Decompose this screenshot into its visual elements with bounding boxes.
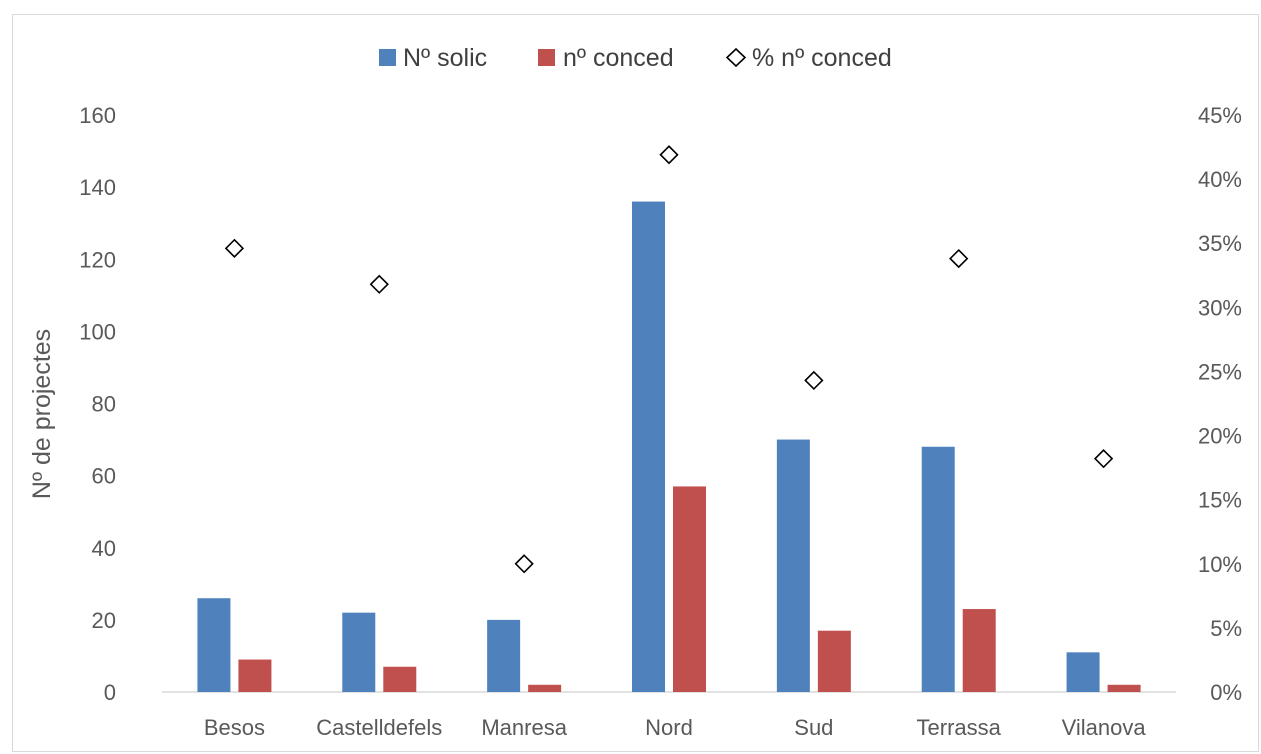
- bar-solic: [921, 446, 955, 692]
- bar-solic: [776, 439, 810, 692]
- y-tick-label: 120: [79, 247, 116, 272]
- x-tick-label: Castelldefels: [316, 715, 442, 740]
- bar-conced: [817, 630, 851, 692]
- y2-axis-ticks: 0% 5% 10% 15% 20% 25% 30% 35% 40% 45%: [1198, 103, 1242, 705]
- legend-swatch-conced: [538, 49, 555, 66]
- y-tick-label: 140: [79, 175, 116, 200]
- legend-marker-pct: [725, 47, 747, 68]
- y2-tick-label: 15%: [1198, 488, 1242, 513]
- y2-tick-label: 35%: [1198, 231, 1242, 256]
- legend-swatch-solic: [379, 49, 396, 66]
- bar-solic: [632, 201, 665, 693]
- y-tick-label: 0: [104, 680, 116, 705]
- bar-solic: [487, 619, 521, 692]
- pct-marker: [224, 238, 245, 258]
- x-tick-label: Manresa: [481, 715, 567, 740]
- y2-tick-label: 5%: [1210, 616, 1242, 641]
- bar-solic: [342, 612, 376, 692]
- legend-label-pct: % nº conced: [752, 44, 892, 72]
- y-axis-ticks: 0 20 40 60 80 100 120 140 160: [79, 103, 116, 705]
- pct-marker: [369, 274, 389, 294]
- bar-conced: [528, 684, 562, 692]
- x-axis-ticks: Besos Castelldefels Manresa Nord Sud Terrassa…: [204, 715, 1146, 740]
- bars: [197, 201, 1141, 693]
- y-tick-label: 80: [92, 392, 116, 417]
- pct-marker: [1093, 449, 1114, 469]
- x-tick-label: Terrassa: [917, 715, 1002, 740]
- x-tick-label: Vilanova: [1062, 715, 1147, 740]
- legend: Nº solic nº conced % nº conced: [379, 44, 892, 72]
- pct-marker: [804, 370, 824, 391]
- bar-conced: [1107, 684, 1141, 692]
- y2-tick-label: 25%: [1198, 359, 1242, 384]
- pct-markers: [224, 145, 1114, 574]
- bar-solic: [197, 598, 231, 692]
- x-tick-label: Sud: [794, 715, 833, 740]
- y-tick-label: 20: [92, 608, 116, 633]
- bar-conced: [673, 486, 706, 692]
- y-tick-label: 160: [79, 103, 116, 128]
- y-tick-label: 100: [79, 319, 116, 344]
- bar-conced: [238, 659, 272, 692]
- x-tick-label: Nord: [645, 715, 693, 740]
- y2-tick-label: 10%: [1198, 552, 1242, 577]
- bar-solic: [1066, 652, 1100, 692]
- y-tick-label: 60: [92, 464, 116, 489]
- bar-conced: [962, 609, 996, 692]
- y-tick-label: 40: [92, 536, 116, 561]
- bar-conced: [383, 666, 417, 692]
- legend-label-solic: Nº solic: [403, 44, 487, 72]
- y2-tick-label: 30%: [1198, 295, 1242, 320]
- y2-tick-label: 0%: [1210, 680, 1242, 705]
- pct-marker: [659, 145, 679, 165]
- pct-marker: [949, 248, 969, 269]
- y2-tick-label: 20%: [1198, 424, 1242, 449]
- y2-tick-label: 45%: [1198, 103, 1242, 128]
- y-axis-title: Nº de projectes: [28, 329, 56, 499]
- y2-tick-label: 40%: [1198, 167, 1242, 192]
- pct-marker: [514, 554, 534, 574]
- x-tick-label: Besos: [204, 715, 265, 740]
- legend-label-conced: nº conced: [563, 44, 674, 72]
